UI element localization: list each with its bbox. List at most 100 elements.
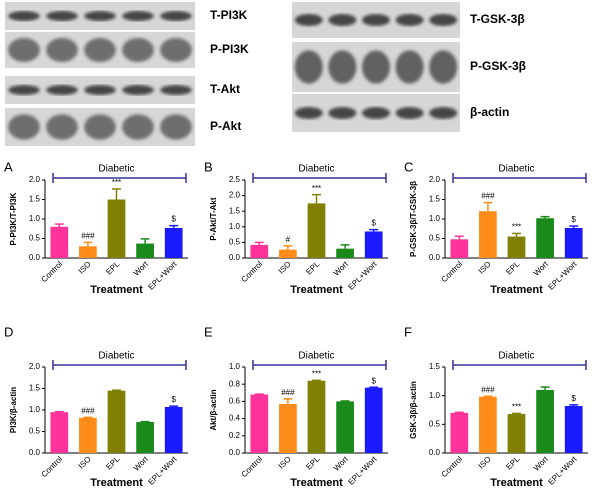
x-axis-label: Treatment: [490, 284, 543, 296]
y-axis-label: GSK-3β/β-actin: [409, 381, 418, 439]
blot-label: P-GSK-3β: [470, 59, 526, 73]
y-axis-label: P-Akt/T-Akt: [209, 197, 218, 240]
blot-band: [122, 11, 154, 21]
blot-band: [362, 14, 390, 26]
significance: ###: [481, 192, 495, 201]
x-tick-label: Control: [240, 259, 265, 284]
y-tick-label: 0.5: [429, 419, 441, 428]
bar: [364, 387, 383, 453]
y-tick-label: 1.0: [29, 405, 41, 414]
y-tick-label: 0.5: [429, 234, 441, 243]
bracket-label: Diabetic: [98, 351, 134, 362]
significance: ***: [312, 369, 321, 378]
panel-letter: A: [4, 159, 13, 174]
significance: $: [571, 215, 576, 224]
blot-band: [122, 85, 154, 95]
blot-band: [46, 85, 78, 95]
significance: ***: [112, 178, 121, 187]
bar: [164, 406, 183, 453]
y-tick-label: 0.0: [429, 448, 441, 457]
bar: [279, 249, 297, 258]
blot-label: P-Akt: [210, 119, 241, 133]
bracket-label: Diabetic: [98, 164, 134, 175]
y-axis-label: P-GSK-3β/T-GSK-3β: [409, 181, 418, 257]
y-tick-label: 1.5: [429, 195, 441, 204]
blot-band: [8, 114, 40, 140]
y-axis-label: P-PI3K/T-PI3K: [9, 192, 18, 245]
bar: [50, 226, 69, 258]
significance: $: [571, 394, 576, 403]
y-tick-label: 1.5: [29, 195, 41, 204]
blot-band: [362, 50, 390, 84]
bar: [79, 246, 97, 258]
bar: [279, 403, 297, 453]
x-tick-label: Control: [40, 259, 65, 284]
blot-band: [429, 107, 458, 119]
bar: [336, 401, 354, 453]
bar: [107, 390, 126, 453]
blot-band: [46, 11, 78, 21]
blot-band: [122, 114, 154, 140]
x-tick-label: Control: [40, 454, 65, 479]
blot-band: [46, 114, 78, 140]
blot-band: [362, 107, 390, 119]
blot-band: [294, 14, 323, 26]
x-tick-label: ISO: [477, 455, 493, 471]
bar: [307, 203, 326, 258]
blot-band: [46, 38, 78, 62]
blot-band: [160, 85, 192, 95]
y-tick-label: 0.6: [229, 397, 241, 406]
bar: [564, 405, 583, 453]
x-tick-label: EPL+Wort: [546, 259, 579, 292]
y-tick-label: 0.0: [429, 253, 441, 262]
x-tick-label: Control: [440, 454, 465, 479]
blot-band: [84, 38, 116, 62]
y-tick-label: 2.5: [229, 175, 241, 184]
blot-band: [328, 107, 357, 119]
y-axis-label: PI3K/β-actin: [9, 387, 18, 433]
bar: [536, 218, 554, 258]
bar: [536, 389, 554, 453]
bar: [507, 414, 526, 453]
blot-label: T-GSK-3β: [470, 12, 525, 26]
x-tick-label: EPL+Wort: [546, 454, 579, 487]
blot-band: [122, 38, 154, 62]
significance: ***: [312, 184, 321, 193]
x-tick-label: ISO: [277, 260, 293, 276]
y-tick-label: 0.4: [229, 414, 241, 423]
x-tick-label: EPL+Wort: [146, 454, 179, 487]
panel-letter: C: [404, 159, 413, 174]
y-tick-label: 1.0: [229, 362, 241, 371]
y-tick-label: 0.8: [229, 379, 241, 388]
blot-band: [429, 14, 458, 26]
x-tick-label: EPL: [304, 454, 321, 471]
x-tick-label: EPL+Wort: [346, 259, 379, 292]
blot-band: [160, 38, 192, 62]
y-tick-label: 0.0: [29, 253, 41, 262]
blot-band: [395, 14, 424, 26]
blot-label: T-Akt: [210, 82, 240, 96]
x-tick-label: Wort: [532, 259, 551, 278]
y-tick-label: 0.5: [29, 234, 41, 243]
bar: [564, 227, 583, 258]
x-tick-label: Wort: [332, 454, 351, 473]
panel-letter: E: [204, 324, 213, 339]
y-tick-label: 2.0: [429, 175, 441, 184]
y-tick-label: 2.0: [229, 191, 241, 200]
y-tick-label: 0.0: [229, 448, 241, 457]
blot-band: [328, 14, 357, 26]
blot-band: [294, 107, 323, 119]
significance: $: [171, 215, 176, 224]
bar: [79, 417, 97, 453]
x-tick-label: Wort: [132, 454, 151, 473]
y-tick-label: 0.2: [229, 431, 241, 440]
x-tick-label: EPL: [104, 259, 121, 276]
panel-letter: B: [204, 159, 213, 174]
bar: [479, 211, 497, 258]
x-tick-label: ISO: [277, 455, 293, 471]
blot-label: β-actin: [470, 105, 509, 119]
x-tick-label: Wort: [332, 259, 351, 278]
blot-band: [8, 85, 40, 95]
y-tick-label: 0.5: [29, 427, 41, 436]
